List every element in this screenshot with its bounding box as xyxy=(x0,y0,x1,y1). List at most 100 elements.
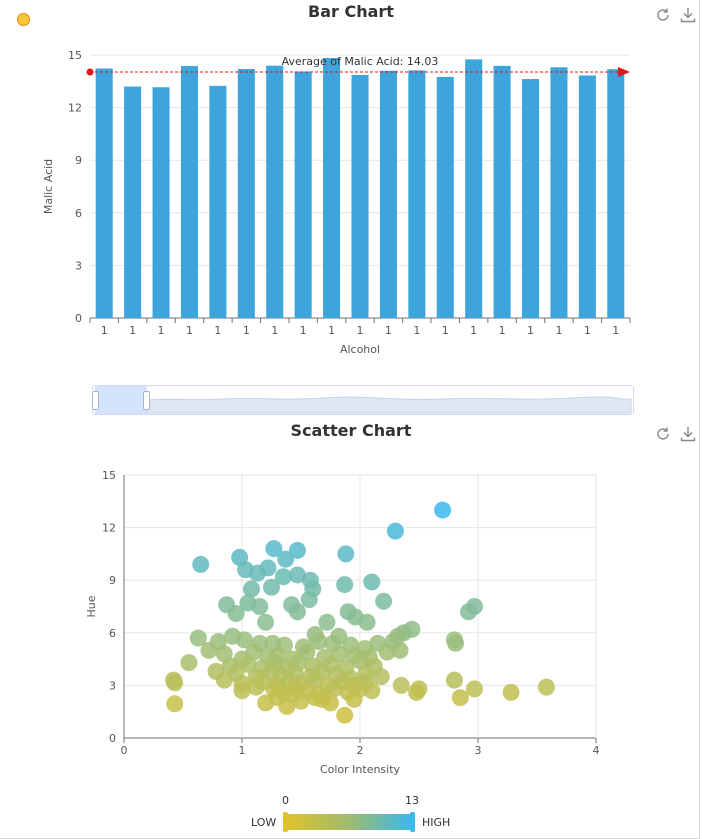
scatter-point xyxy=(378,643,396,661)
data-zoom-handle-right[interactable] xyxy=(143,391,150,410)
scatter-point xyxy=(242,580,260,598)
scatter-point xyxy=(451,689,469,707)
average-line-label: Average of Malic Acid: 14.03 xyxy=(282,55,439,68)
x-tick-label: 1 xyxy=(555,324,562,337)
scatter-point xyxy=(227,605,245,623)
bar xyxy=(408,70,426,318)
scatter-point xyxy=(386,522,404,540)
y-tick-label: 9 xyxy=(109,574,116,587)
x-tick-label: 1 xyxy=(357,324,364,337)
x-tick-label: 1 xyxy=(101,324,108,337)
x-tick-label: 1 xyxy=(499,324,506,337)
bar-chart: 0 3 6 9 12 15 1 1 1 1 1 1 1 1 1 1 1 1 1 1 1 1 1 1 1 Alcohol Malic … xyxy=(42,49,631,356)
sun-icon xyxy=(17,13,30,26)
scatter-point xyxy=(537,678,555,696)
x-tick-label: 1 xyxy=(470,324,477,337)
x-axis-label: Color Intensity xyxy=(320,763,401,776)
bar xyxy=(465,59,483,319)
bar xyxy=(379,70,397,318)
y-tick-label: 9 xyxy=(75,154,82,167)
scatter-point xyxy=(239,655,257,673)
download-icon[interactable] xyxy=(679,425,697,443)
scatter-point xyxy=(257,613,275,631)
y-tick-label: 12 xyxy=(68,102,82,115)
scatter-point xyxy=(336,576,354,594)
scatter-point xyxy=(322,694,339,712)
download-icon[interactable] xyxy=(679,6,697,24)
scatter-point xyxy=(337,545,355,563)
x-tick-label: 4 xyxy=(593,744,600,757)
y-axis-label: Malic Acid xyxy=(42,159,55,214)
scatter-point xyxy=(363,573,381,591)
bar xyxy=(266,65,284,318)
scatter-point xyxy=(180,654,198,672)
scatter-chart-title: Scatter Chart xyxy=(290,421,412,440)
x-tick-label: 1 xyxy=(413,324,420,337)
x-tick-label: 1 xyxy=(328,324,335,337)
y-tick-label: 0 xyxy=(75,312,82,325)
scatter-point xyxy=(310,633,328,651)
scatter-point xyxy=(189,629,207,647)
x-tick-label: 1 xyxy=(158,324,165,337)
x-tick-label: 1 xyxy=(527,324,534,337)
scatter-point xyxy=(465,680,483,698)
visual-map-high-text: HIGH xyxy=(422,816,451,829)
x-tick-label: 3 xyxy=(475,744,482,757)
data-zoom-window[interactable] xyxy=(95,386,147,414)
scatter-point xyxy=(166,695,184,713)
x-tick-label: 1 xyxy=(214,324,221,337)
scatter-point xyxy=(268,689,286,707)
scatter-point xyxy=(306,689,324,707)
scatter-point xyxy=(318,613,336,631)
scatter-point xyxy=(247,678,265,696)
data-zoom-handle-left[interactable] xyxy=(92,391,99,410)
y-tick-label: 15 xyxy=(102,469,116,482)
scatter-point xyxy=(345,690,363,708)
refresh-icon[interactable] xyxy=(654,6,672,24)
scatter-point xyxy=(336,706,354,724)
bar xyxy=(550,67,568,318)
bar xyxy=(607,69,625,319)
visual-map-handle-high[interactable] xyxy=(410,812,415,832)
bar xyxy=(436,76,454,319)
x-tick-label: 1 xyxy=(239,744,246,757)
bar xyxy=(294,71,312,319)
bar xyxy=(152,87,170,319)
bar xyxy=(578,75,596,318)
scatter-point xyxy=(166,674,184,692)
scatter-point xyxy=(375,592,393,610)
y-tick-label: 3 xyxy=(75,259,82,272)
x-tick-label: 1 xyxy=(385,324,392,337)
scatter-point xyxy=(465,598,483,615)
y-tick-label: 6 xyxy=(109,627,116,640)
scatter-point xyxy=(363,682,381,700)
scatter-point xyxy=(445,671,463,689)
bar-chart-title: Bar Chart xyxy=(308,2,394,21)
scatter-point xyxy=(502,683,520,701)
scatter-point xyxy=(274,568,292,586)
scatter-point xyxy=(403,620,421,638)
scatter-point xyxy=(408,683,426,701)
y-tick-label: 12 xyxy=(102,522,116,535)
scatter-point xyxy=(445,631,463,649)
visual-map-max-label: 13 xyxy=(405,794,419,807)
visual-map-gradient[interactable] xyxy=(286,814,412,830)
x-tick-label: 1 xyxy=(271,324,278,337)
refresh-icon[interactable] xyxy=(654,425,672,443)
x-tick-label: 1 xyxy=(584,324,591,337)
visual-map-handle-low[interactable] xyxy=(283,812,288,832)
scatter-point xyxy=(372,668,390,686)
scatter-point xyxy=(358,613,376,631)
scatter-point xyxy=(391,641,409,659)
data-zoom-slider[interactable] xyxy=(92,385,634,415)
bar xyxy=(124,86,142,318)
scatter-point xyxy=(200,641,218,659)
scatter-point xyxy=(325,680,343,698)
scatter-point xyxy=(192,555,210,573)
bar xyxy=(493,65,511,318)
average-line-arrow xyxy=(618,67,630,78)
scatter-point xyxy=(233,682,251,700)
y-tick-label: 3 xyxy=(109,679,116,692)
data-zoom-preview xyxy=(146,396,632,414)
